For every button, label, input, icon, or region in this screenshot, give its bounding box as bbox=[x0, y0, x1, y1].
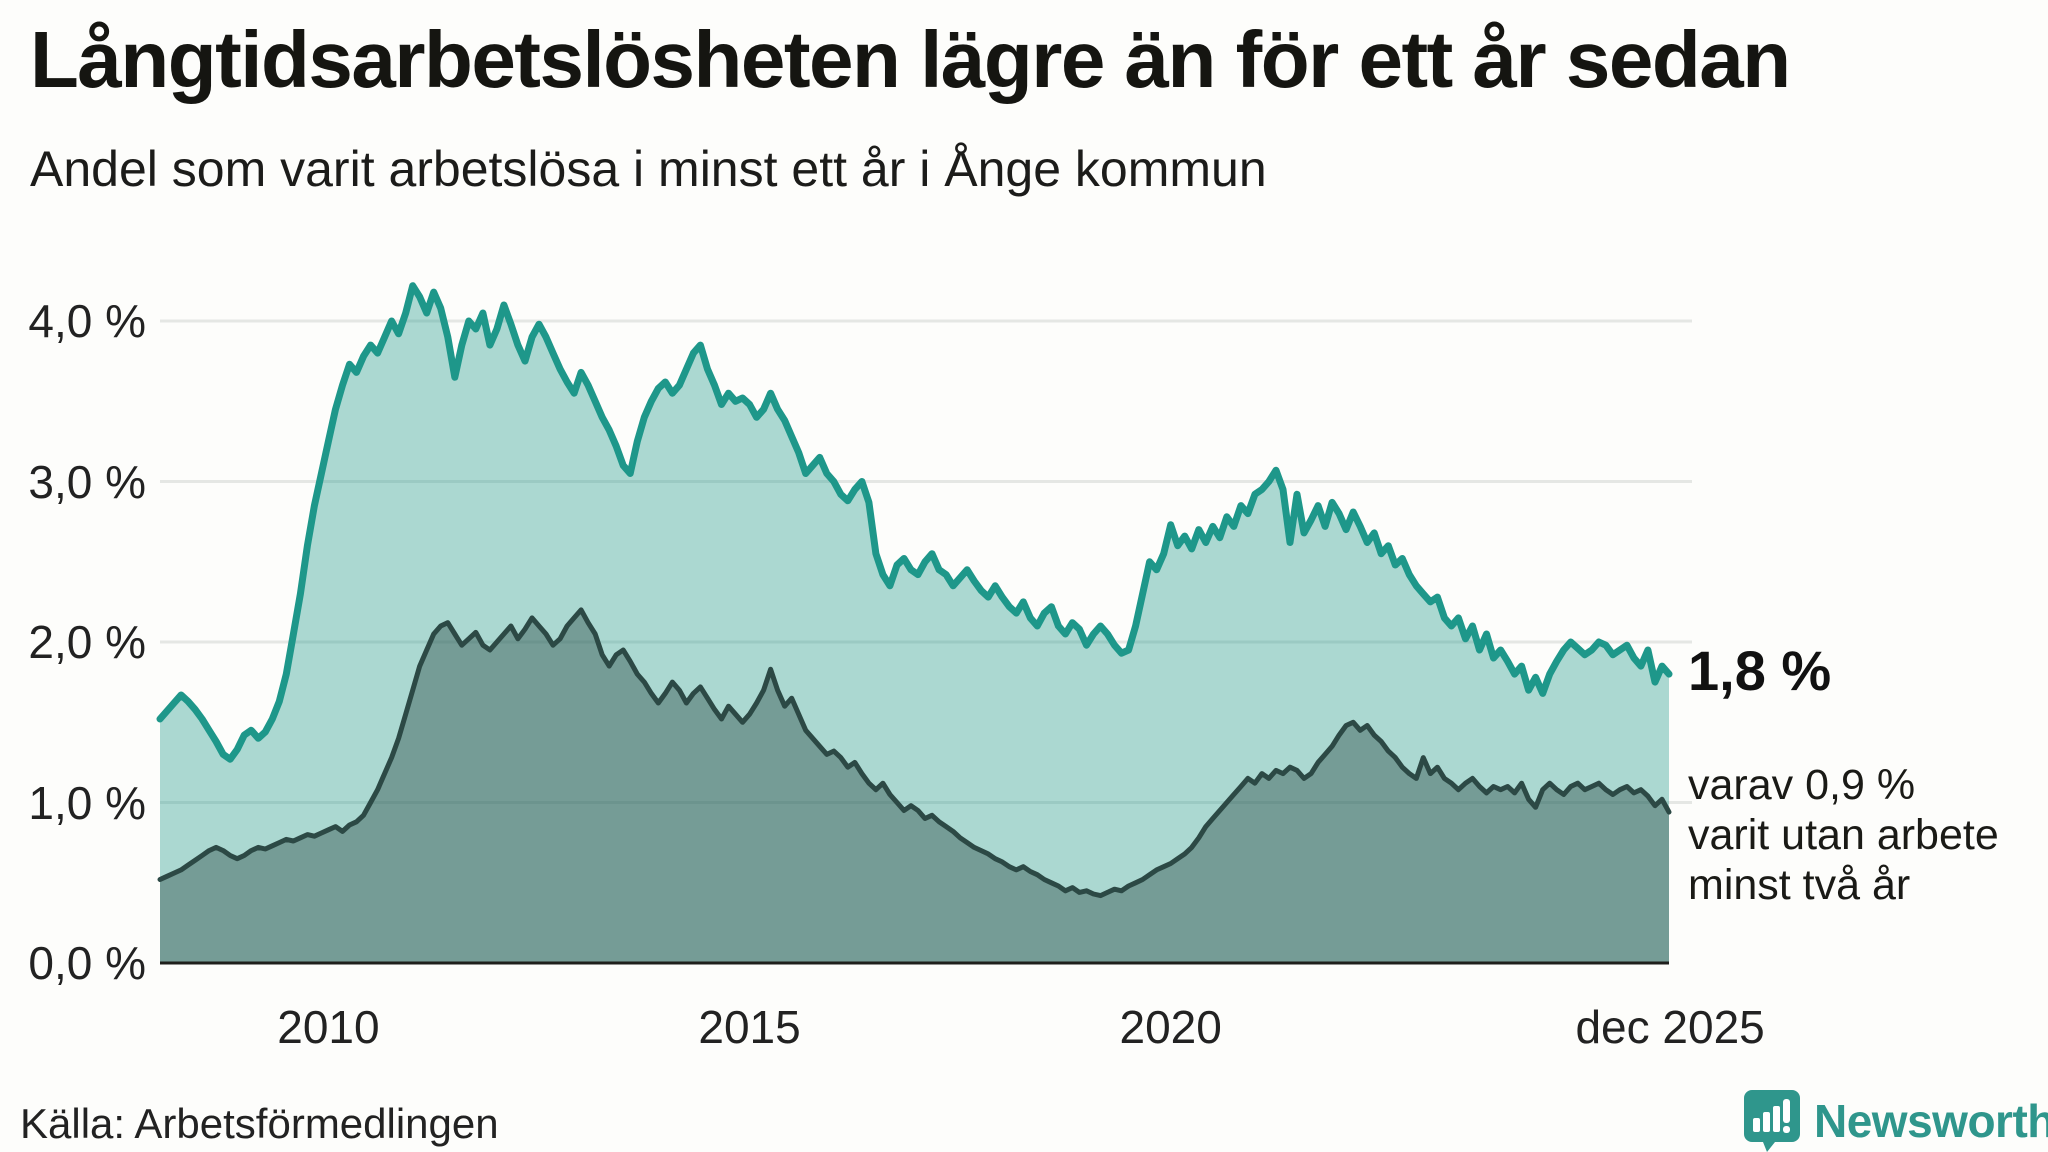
chart-subtitle: Andel som varit arbetslösa i minst ett å… bbox=[30, 141, 1267, 197]
series-one-year-line bbox=[156, 282, 1673, 763]
end-sublabel-line: minst två år bbox=[1688, 861, 1911, 909]
newsworthy-logo: Newsworthy bbox=[1744, 1090, 2048, 1152]
series-two-year-line bbox=[157, 607, 1672, 899]
newsworthy-wordmark: Newsworthy bbox=[1814, 1095, 2048, 1147]
newsworthy-icon bbox=[1744, 1090, 1800, 1152]
x-tick-label: dec 2025 bbox=[1575, 1001, 1765, 1053]
y-tick-label: 4,0 % bbox=[28, 295, 146, 347]
series-one-year-area bbox=[160, 285, 1669, 963]
y-tick-label: 2,0 % bbox=[28, 616, 146, 668]
end-value-label: 1,8 % bbox=[1688, 639, 1832, 702]
y-tick-label: 1,0 % bbox=[28, 776, 146, 829]
x-tick-label: 2020 bbox=[1119, 1001, 1222, 1053]
end-sublabel-line: varit utan arbete bbox=[1688, 811, 1999, 859]
series-two-year-area bbox=[160, 609, 1669, 963]
gridlines bbox=[160, 319, 1692, 804]
source-note: Källa: Arbetsförmedlingen bbox=[20, 1100, 499, 1147]
page-title: Långtidsarbetslösheten lägre än för ett … bbox=[30, 15, 1791, 104]
x-tick-label: 2010 bbox=[277, 1001, 380, 1053]
end-sublabel-line: varav 0,9 % bbox=[1688, 761, 1916, 809]
y-tick-label: 3,0 % bbox=[28, 455, 146, 508]
end-value-sublabel: varav 0,9 % varit utan arbete minst två … bbox=[1688, 760, 1999, 910]
x-tick-label: 2015 bbox=[698, 1001, 801, 1053]
y-tick-label: 0,0 % bbox=[28, 937, 146, 989]
